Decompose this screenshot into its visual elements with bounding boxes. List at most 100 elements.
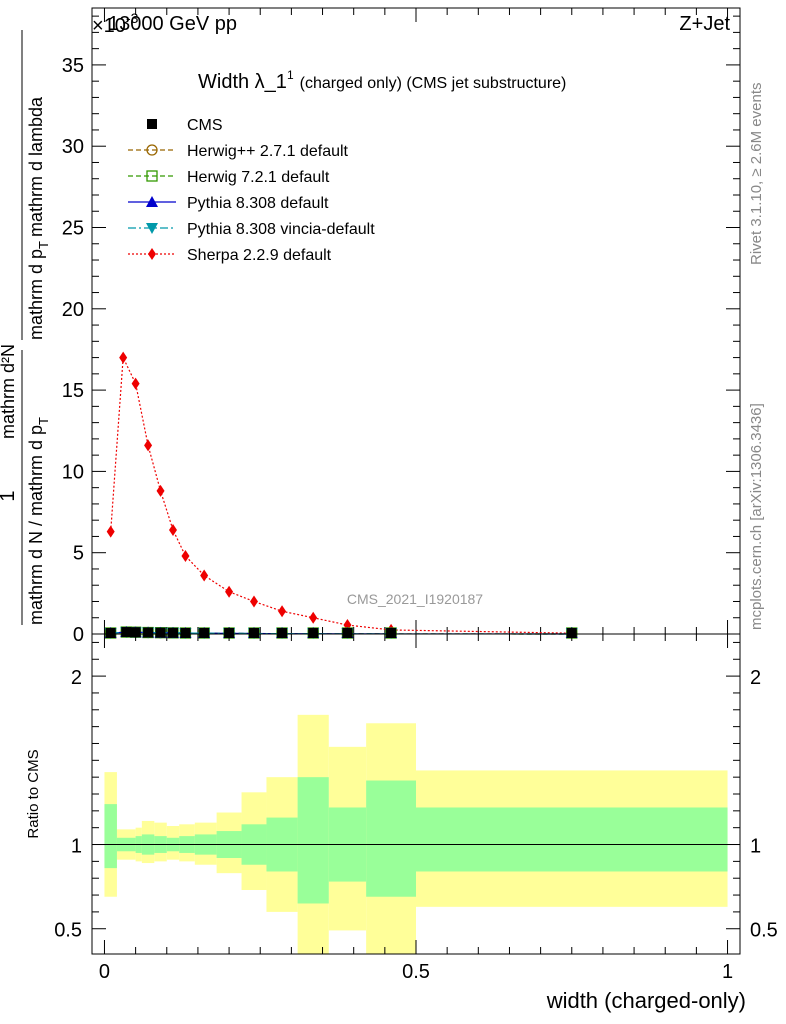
legend-label: Pythia 8.308 vincia-default <box>187 221 375 238</box>
ratio-ytick-label-right: 2 <box>750 667 761 689</box>
y-label-main-sub: T <box>36 241 51 249</box>
y-label-numerator: 1 <box>0 490 19 501</box>
main-series <box>104 351 578 639</box>
main-ytick-label: 5 <box>73 543 84 565</box>
legend-label: CMS <box>187 117 223 134</box>
data-point <box>131 377 140 390</box>
main-ytick-label: 35 <box>62 55 84 77</box>
y-exponent-power: -3 <box>126 10 139 26</box>
ratio-ytick-label-right: 1 <box>750 836 761 858</box>
data-point <box>308 628 319 638</box>
ratio-bands <box>104 714 728 954</box>
legend-label: Pythia 8.308 default <box>187 195 329 212</box>
data-point <box>277 628 288 638</box>
data-point <box>105 628 116 638</box>
y-label-main-3: mathrm d lambda <box>26 96 46 237</box>
main-ytick-label: 30 <box>62 136 84 158</box>
data-point <box>106 525 115 538</box>
ratio-ytick-label: 1 <box>71 836 82 858</box>
energy-label: 13000 GeV pp <box>108 13 237 35</box>
legend-item: Pythia 8.308 default <box>128 195 329 212</box>
legend-label: Sherpa 2.2.9 default <box>187 247 332 264</box>
legend-item: CMS <box>147 117 223 134</box>
ratio-y-label: Ratio to CMS <box>25 749 42 838</box>
mcplots-info: mcplots.cern.ch [arXiv:1306.3436] <box>748 403 765 630</box>
y-label-den-sub: T <box>36 417 51 425</box>
legend-marker <box>147 119 157 129</box>
data-point <box>386 628 397 638</box>
x-axis-label: width (charged-only) <box>546 988 746 1013</box>
main-ytick-label: 20 <box>62 299 84 321</box>
data-point <box>119 351 128 364</box>
data-point <box>342 628 353 638</box>
ratio-ytick-label-right: 0.5 <box>750 920 778 942</box>
plot-title-main: Width λ_1 <box>198 71 287 93</box>
legend-label: Herwig 7.2.1 default <box>187 169 330 186</box>
legend-item: Herwig 7.2.1 default <box>128 169 330 186</box>
series-5 <box>106 351 576 639</box>
x-tick-label: 0 <box>99 961 110 983</box>
data-point <box>144 439 153 452</box>
plot-title-suffix: (charged only) (CMS jet substructure) <box>300 75 567 92</box>
main-panel: Width λ_11 (charged only) (CMS jet substr… <box>0 7 741 646</box>
legend-marker <box>148 248 156 260</box>
data-point <box>225 585 234 598</box>
y-label-denominator: mathrm d N / mathrm d pT <box>26 417 51 625</box>
data-point <box>181 549 190 562</box>
legend-marker <box>146 196 158 207</box>
y-label-main-1: mathrm d²N <box>0 344 18 439</box>
plot-title-sup: 1 <box>287 68 294 82</box>
process-label: Z+Jet <box>679 13 730 35</box>
main-y-axis: 0 5 10 15 20 25 30 35 <box>62 8 740 646</box>
x-tick-label: 1 <box>722 961 733 983</box>
data-point <box>168 627 178 638</box>
ratio-ytick-label: 0.5 <box>54 920 82 942</box>
x-tick-label: 0.5 <box>402 961 430 983</box>
legend-item: Pythia 8.308 vincia-default <box>128 221 375 238</box>
main-ytick-label: 10 <box>62 461 84 483</box>
data-point <box>566 628 577 638</box>
legend-label: Herwig++ 2.7.1 default <box>187 143 349 160</box>
data-point <box>121 627 132 638</box>
ratio-band-inner <box>366 780 416 897</box>
series-0 <box>105 627 577 638</box>
legend-item: Sherpa 2.2.9 default <box>128 247 332 264</box>
data-point <box>200 569 209 582</box>
data-point <box>309 611 318 624</box>
y-label-main-den: mathrm d pTmathrm d lambda <box>26 96 51 340</box>
data-point <box>155 627 166 638</box>
data-point <box>130 627 141 638</box>
plot-title: Width λ_11 (charged only) (CMS jet substr… <box>198 68 566 93</box>
series-line <box>110 355 572 634</box>
ratio-band-inner <box>416 807 728 872</box>
main-y-label: 1 mathrm d N / mathrm d pT mathrm d²N ma… <box>0 30 51 625</box>
y-exponent-base: ×10 <box>92 15 126 37</box>
y-label-main: mathrm d²N <box>0 344 18 439</box>
watermark: CMS_2021_I1920187 <box>347 591 483 607</box>
data-point <box>180 628 191 638</box>
data-point <box>143 627 154 638</box>
main-ytick-label: 25 <box>62 218 84 240</box>
main-ytick-label: 0 <box>73 624 84 646</box>
legend-marker <box>146 144 158 156</box>
legend-marker <box>146 223 158 234</box>
data-point <box>224 628 235 638</box>
data-point <box>169 523 177 536</box>
ratio-x-axis: 0 0.5 1 <box>99 634 733 983</box>
main-frame <box>91 7 741 635</box>
rivet-info: Rivet 3.1.10, ≥ 2.6M events <box>748 83 765 266</box>
data-point <box>199 628 210 638</box>
ratio-ytick-label: 2 <box>71 667 82 689</box>
data-point <box>156 484 165 497</box>
ratio-panel: 0.5 0.51 12 2 0 0.5 1 Ratio to CMS width (cha… <box>25 633 778 1013</box>
legend-marker <box>146 170 158 182</box>
ratio-band-inner <box>104 804 117 869</box>
ratio-y-axis: 0.5 0.5 1 1 2 2 <box>54 641 778 942</box>
ratio-band-inner <box>297 777 329 904</box>
main-ytick-label: 15 <box>62 380 84 402</box>
legend: CMS Herwig++ 2.7.1 default Herwig 7.2.1 de… <box>128 117 375 264</box>
data-point <box>278 605 287 618</box>
y-label-main-2: mathrm d p <box>26 249 46 340</box>
y-label-den-top: mathrm d N / mathrm d p <box>26 425 46 625</box>
